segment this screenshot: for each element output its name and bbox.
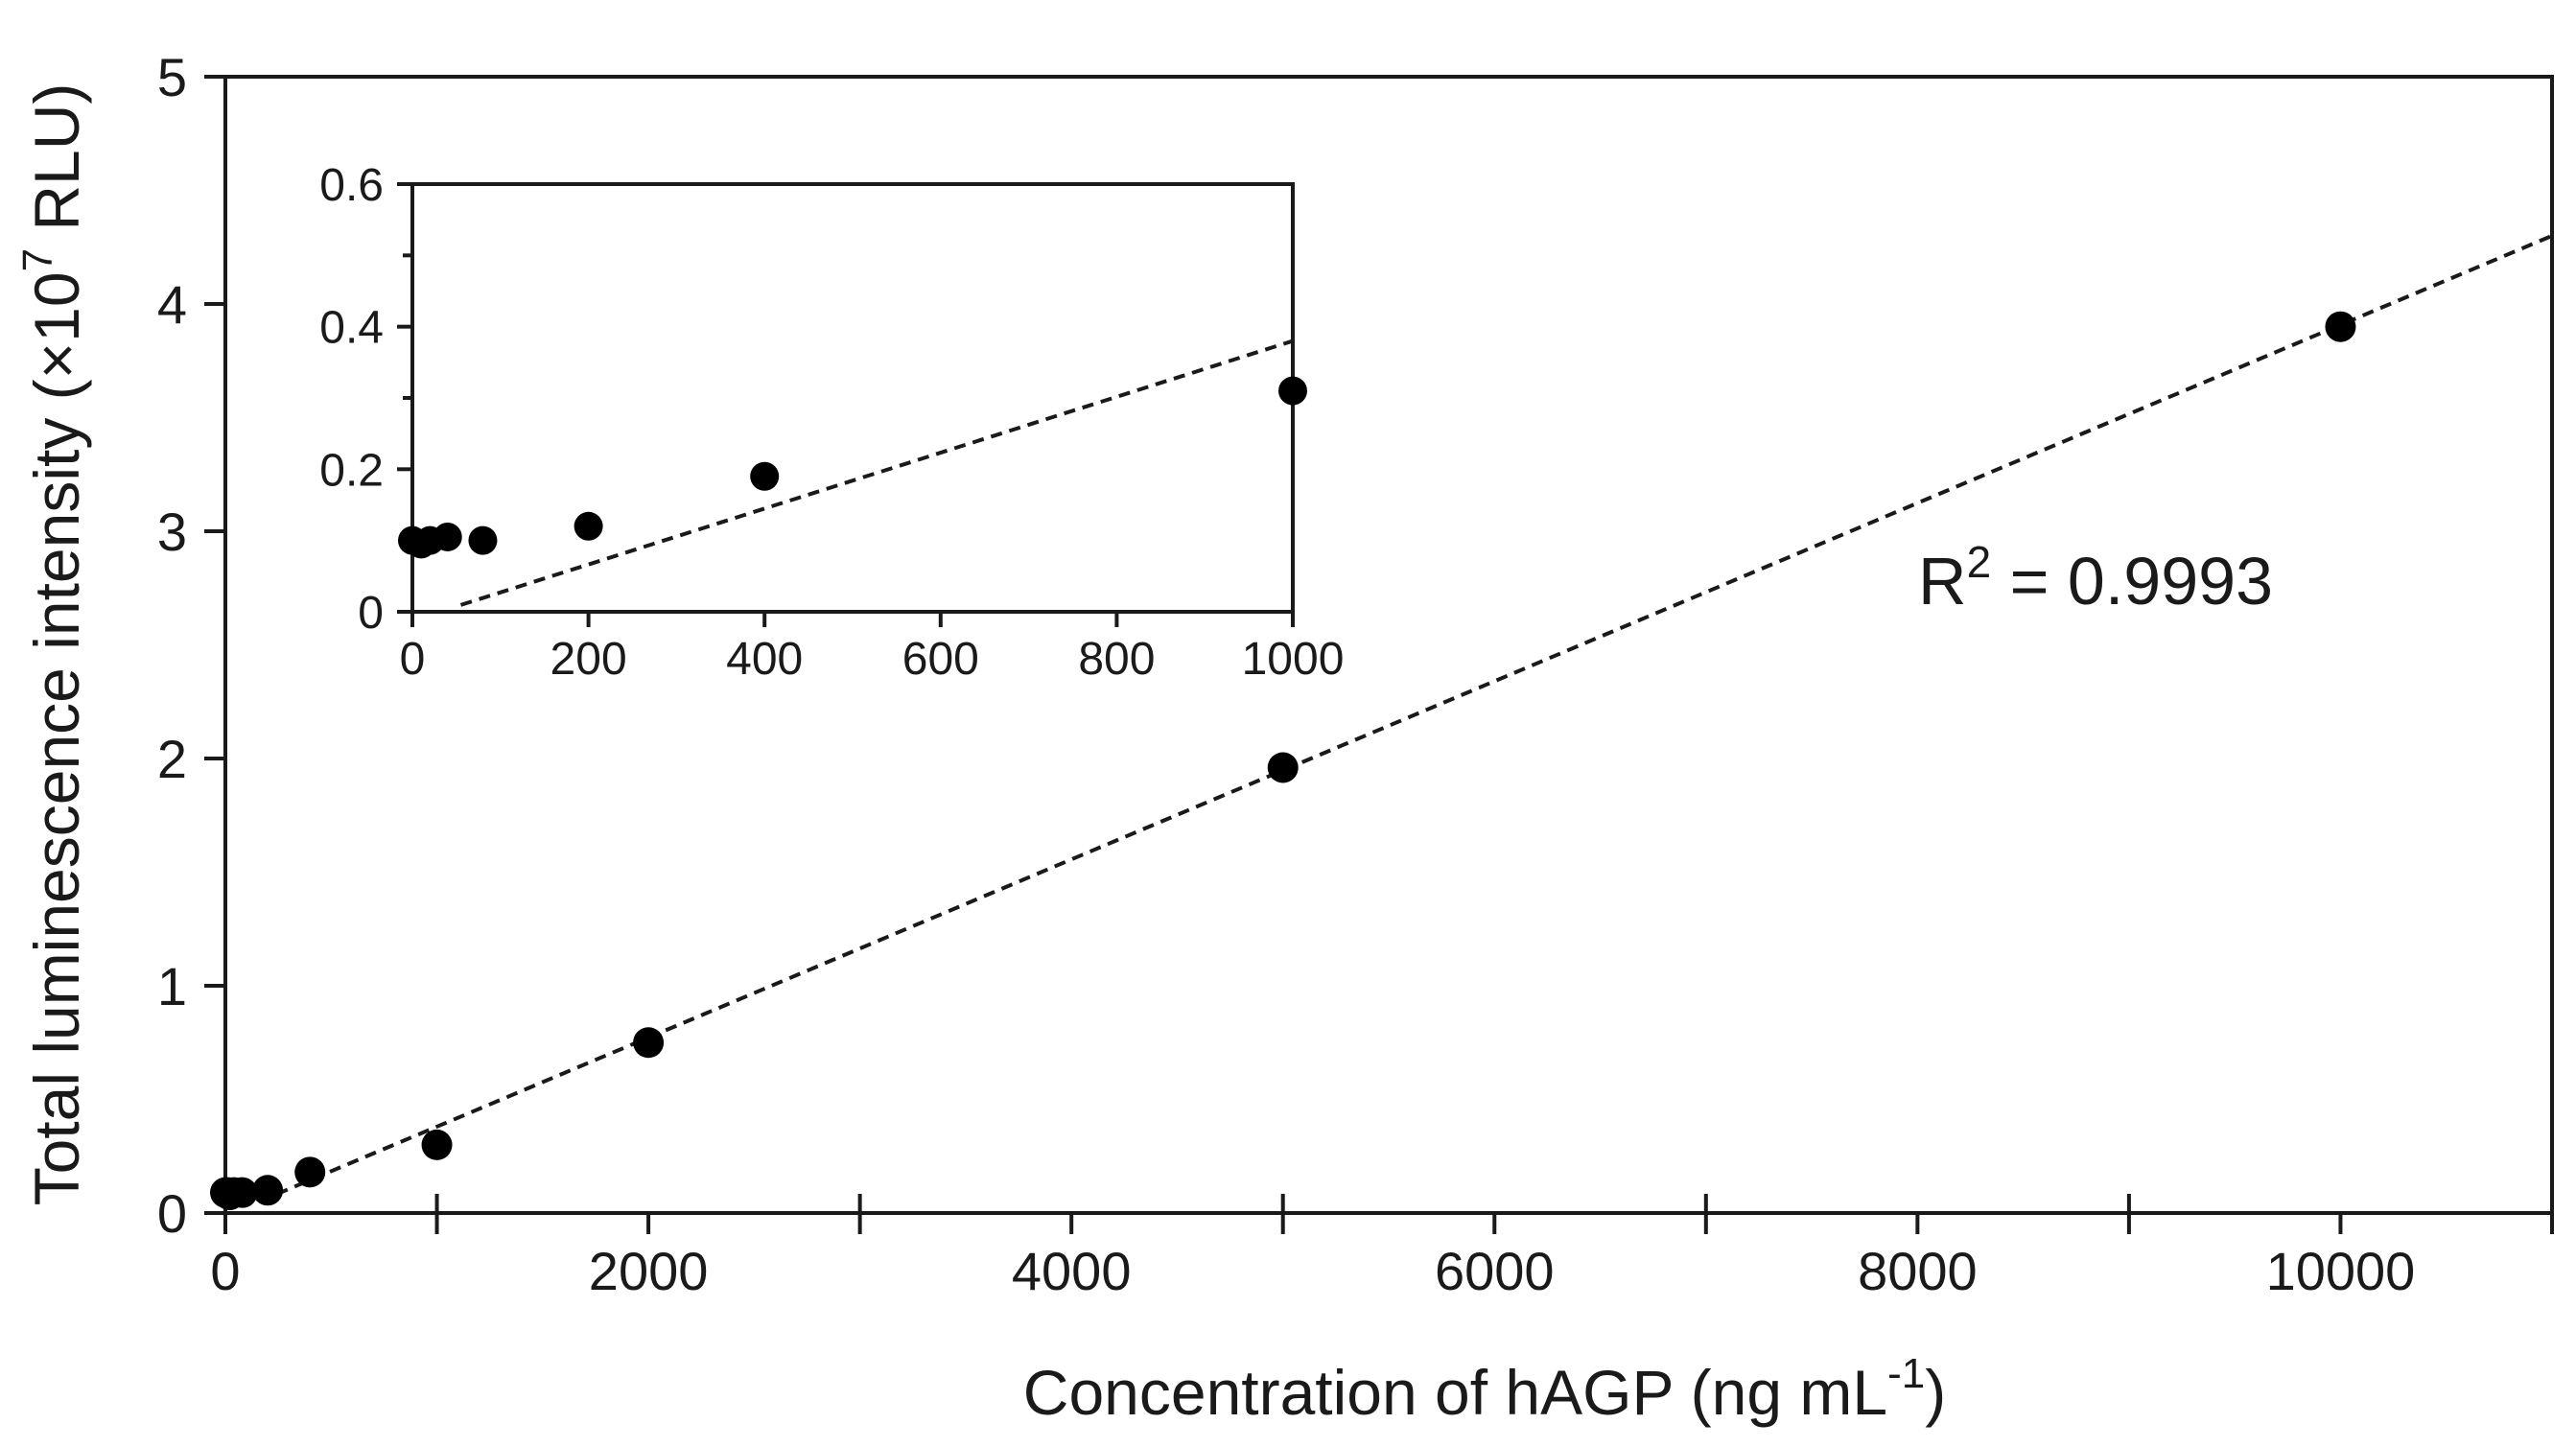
inset-x-tick-label: 400 — [726, 634, 803, 685]
main-x-tick-label: 0 — [210, 1241, 240, 1301]
inset-data-point — [468, 525, 498, 555]
main-data-point — [2325, 311, 2356, 342]
main-y-tick-label: 4 — [157, 274, 187, 335]
inset-x-tick-label: 0 — [400, 634, 426, 685]
inset-x-tick-label: 1000 — [1242, 634, 1345, 685]
main-x-tick-label: 6000 — [1435, 1241, 1555, 1301]
main-x-tick-label: 4000 — [1012, 1241, 1132, 1301]
main-data-points — [210, 311, 2356, 1211]
main-y-tick-label: 5 — [157, 47, 187, 107]
main-x-tick-label: 2000 — [589, 1241, 709, 1301]
inset-y-tick-label: 0.4 — [319, 303, 384, 354]
main-ticks — [204, 75, 2554, 1234]
inset-y-tick-label: 0.2 — [319, 445, 384, 496]
main-data-point — [1267, 752, 1299, 783]
main-x-tick-label: 10000 — [2266, 1241, 2416, 1301]
inset-y-tick-label: 0 — [358, 588, 384, 639]
main-y-tick-label: 3 — [157, 502, 187, 562]
inset-data-point — [750, 461, 780, 491]
inset-x-tick-label: 200 — [550, 634, 627, 685]
main-y-tick-label: 1 — [157, 956, 187, 1016]
main-data-point — [421, 1129, 453, 1160]
inset-fit-line — [459, 338, 1294, 607]
r-squared-annotation: R2 = 0.9993 — [1918, 537, 2273, 618]
main-data-point — [226, 1177, 258, 1208]
inset-data-point — [574, 511, 603, 541]
x-axis-label: Concentration of hAGP (ng mL-1) — [1023, 1350, 1946, 1428]
inset-plot: 0 200 400 600 800 1000 0 0.2 0.4 0.6 — [319, 160, 1344, 685]
main-data-point — [252, 1175, 284, 1206]
inset-data-points — [398, 376, 1307, 559]
inset-data-point — [1278, 376, 1307, 406]
main-plot-frame — [223, 75, 2554, 1215]
main-data-point — [294, 1156, 326, 1188]
inset-ticks — [397, 182, 1295, 627]
main-fit-line — [258, 234, 2553, 1203]
inset-data-point — [433, 522, 462, 551]
main-data-point — [633, 1027, 665, 1059]
inset-tick-labels: 0 200 400 600 800 1000 0 0.2 0.4 0.6 — [319, 160, 1344, 685]
inset-plot-frame — [410, 182, 1295, 614]
main-x-tick-label: 8000 — [1858, 1241, 1978, 1301]
inset-y-tick-label: 0.6 — [319, 160, 384, 211]
main-y-tick-label: 2 — [157, 729, 187, 789]
y-axis-label: Total luminescence intensity (×107 RLU) — [14, 83, 92, 1206]
inset-x-tick-label: 800 — [1078, 634, 1155, 685]
main-y-tick-label: 0 — [157, 1183, 187, 1244]
inset-x-tick-label: 600 — [902, 634, 979, 685]
